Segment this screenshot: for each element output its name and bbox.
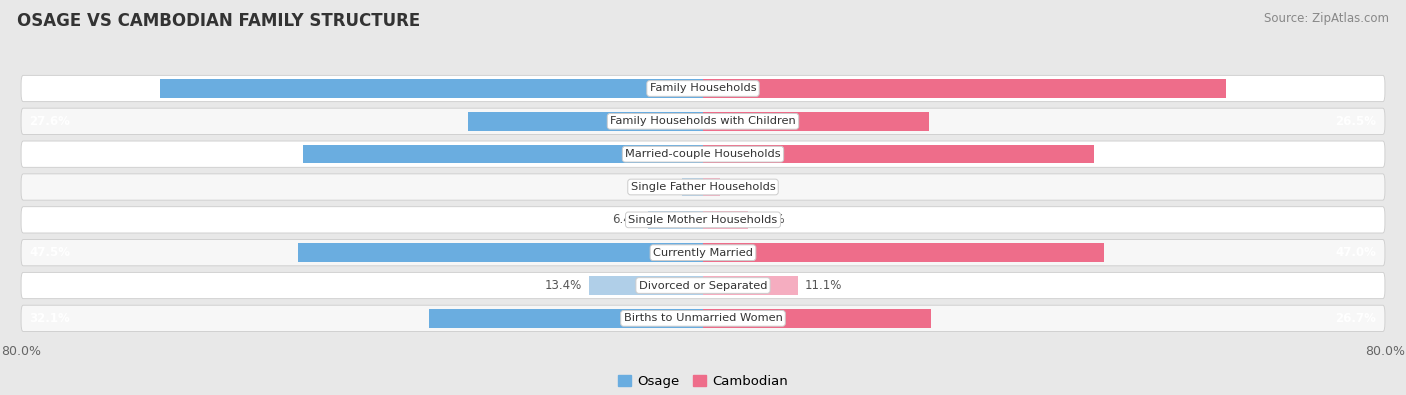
Bar [703,309,931,327]
Text: 63.7%: 63.7% [30,82,70,95]
Bar [703,178,720,196]
Text: Source: ZipAtlas.com: Source: ZipAtlas.com [1264,12,1389,25]
Bar [304,145,703,164]
Text: Divorced or Separated: Divorced or Separated [638,280,768,290]
Text: 47.5%: 47.5% [30,246,70,259]
Text: 46.9%: 46.9% [30,148,70,161]
Text: 5.3%: 5.3% [755,213,785,226]
Text: 2.5%: 2.5% [645,181,675,194]
Text: 11.1%: 11.1% [804,279,842,292]
Text: Single Mother Households: Single Mother Households [628,215,778,225]
Text: Family Households with Children: Family Households with Children [610,117,796,126]
Text: Currently Married: Currently Married [652,248,754,258]
Text: 45.9%: 45.9% [1336,148,1376,161]
FancyBboxPatch shape [21,174,1385,200]
FancyBboxPatch shape [21,108,1385,134]
Bar [648,211,703,229]
FancyBboxPatch shape [21,239,1385,266]
Text: OSAGE VS CAMBODIAN FAMILY STRUCTURE: OSAGE VS CAMBODIAN FAMILY STRUCTURE [17,12,420,30]
Text: Single Father Households: Single Father Households [631,182,775,192]
Text: 6.4%: 6.4% [612,213,641,226]
Text: 26.5%: 26.5% [1336,115,1376,128]
Text: 32.1%: 32.1% [30,312,70,325]
Bar [703,112,929,130]
Legend: Osage, Cambodian: Osage, Cambodian [613,369,793,393]
Text: Married-couple Households: Married-couple Households [626,149,780,159]
Bar [298,243,703,262]
Bar [703,145,1094,164]
Bar [703,211,748,229]
Text: 61.4%: 61.4% [1336,82,1376,95]
Bar [429,309,703,327]
FancyBboxPatch shape [21,75,1385,102]
Bar [160,79,703,98]
Text: 26.7%: 26.7% [1336,312,1376,325]
FancyBboxPatch shape [21,141,1385,167]
Bar [703,276,797,295]
Text: Family Households: Family Households [650,83,756,94]
Bar [703,243,1104,262]
Text: 27.6%: 27.6% [30,115,70,128]
Text: 47.0%: 47.0% [1336,246,1376,259]
Bar [703,79,1226,98]
FancyBboxPatch shape [21,305,1385,331]
Text: Births to Unmarried Women: Births to Unmarried Women [624,313,782,324]
Text: 2.0%: 2.0% [727,181,756,194]
FancyBboxPatch shape [21,273,1385,299]
FancyBboxPatch shape [21,207,1385,233]
Bar [589,276,703,295]
Bar [682,178,703,196]
Text: 13.4%: 13.4% [544,279,582,292]
Bar [468,112,703,130]
